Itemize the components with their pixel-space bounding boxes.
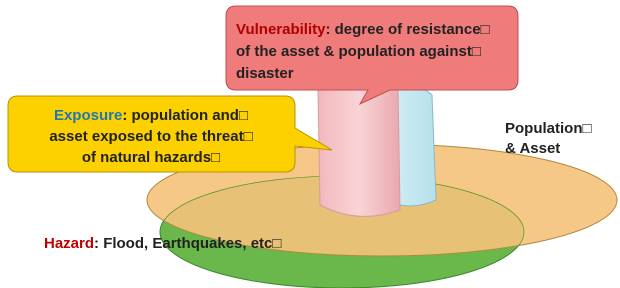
diagram: Vulnerability: degree of resistance□ of … xyxy=(0,0,620,288)
hazard-text: : Flood, Earthquakes, etc□ xyxy=(94,235,281,252)
exposure-term: Exposure xyxy=(54,107,122,124)
population-label: & Asset xyxy=(505,140,560,157)
exposure-line: Exposure: population and□ xyxy=(54,107,248,124)
vulnerability-line: Vulnerability: degree of resistance□ xyxy=(236,21,490,38)
vulnerability-cylinder xyxy=(318,79,400,217)
exposure-text: : population and□ xyxy=(122,107,248,124)
vulnerability-text: disaster xyxy=(236,65,294,82)
vulnerability-text: : degree of resistance□ xyxy=(325,21,489,38)
exposure-text: asset exposed to the threat□ xyxy=(49,128,252,145)
population-label: Population□ xyxy=(505,120,592,137)
vulnerability-term: Vulnerability xyxy=(236,21,326,38)
exposure-text: of natural hazards□ xyxy=(82,149,220,166)
hazard-term: Hazard xyxy=(44,235,94,252)
vulnerability-text: of the asset & population against□ xyxy=(236,43,481,60)
hazard-line: Hazard: Flood, Earthquakes, etc□ xyxy=(44,235,281,252)
